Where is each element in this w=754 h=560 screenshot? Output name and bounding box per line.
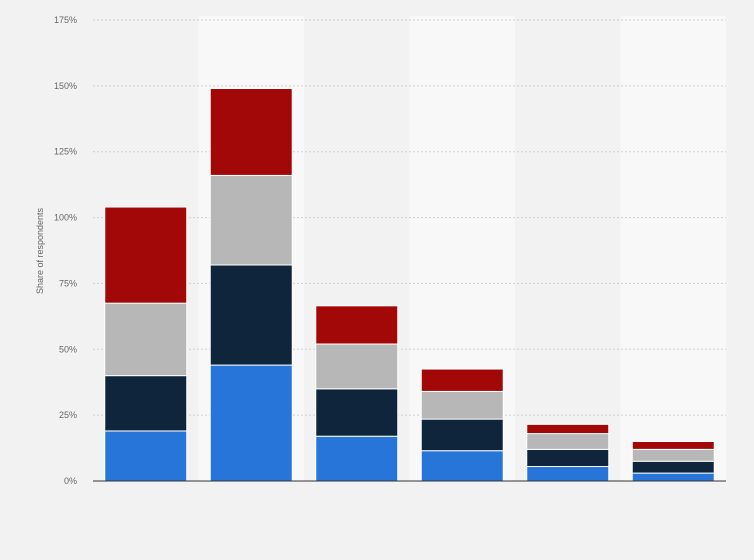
category-band — [515, 16, 621, 481]
bar-segment — [526, 423, 610, 435]
y-tick-label: 25% — [59, 410, 77, 420]
bar-segment — [209, 364, 293, 482]
bar-segment — [104, 430, 188, 482]
y-tick-label: 175% — [54, 15, 77, 25]
bar-segment — [631, 472, 715, 482]
bar-segment — [420, 418, 504, 452]
bar-segment — [104, 302, 188, 377]
y-tick-label: 50% — [59, 344, 77, 354]
bar-segment — [526, 433, 610, 450]
bars — [104, 87, 715, 482]
bar-segment — [420, 390, 504, 420]
y-axis-title: Share of respondents — [35, 207, 45, 294]
category-band — [620, 16, 726, 481]
bar-segment — [631, 440, 715, 450]
y-tick-label: 125% — [54, 147, 77, 157]
bar-segment — [315, 388, 399, 437]
bar-segment — [209, 174, 293, 266]
bar-segment — [104, 375, 188, 432]
bar-segment — [209, 264, 293, 366]
bar-segment — [526, 448, 610, 468]
bar-segment — [104, 206, 188, 304]
bar-segment — [420, 450, 504, 482]
bar-segment — [526, 466, 610, 482]
bar-segment — [631, 460, 715, 474]
bar-segment — [315, 305, 399, 345]
bar-segment — [209, 87, 293, 176]
y-tick-label: 150% — [54, 81, 77, 91]
gridlines — [93, 19, 726, 416]
bar-segment — [420, 368, 504, 392]
y-tick-label: 0% — [64, 476, 77, 486]
bar-segment — [631, 448, 715, 462]
y-tick-label: 75% — [59, 278, 77, 288]
y-axis-ticks: 0% 25% 50% 75% 100% 125% 150% 175% — [54, 15, 77, 486]
bar-segment — [315, 435, 399, 482]
y-tick-label: 100% — [54, 213, 77, 223]
bar-segment — [315, 343, 399, 390]
